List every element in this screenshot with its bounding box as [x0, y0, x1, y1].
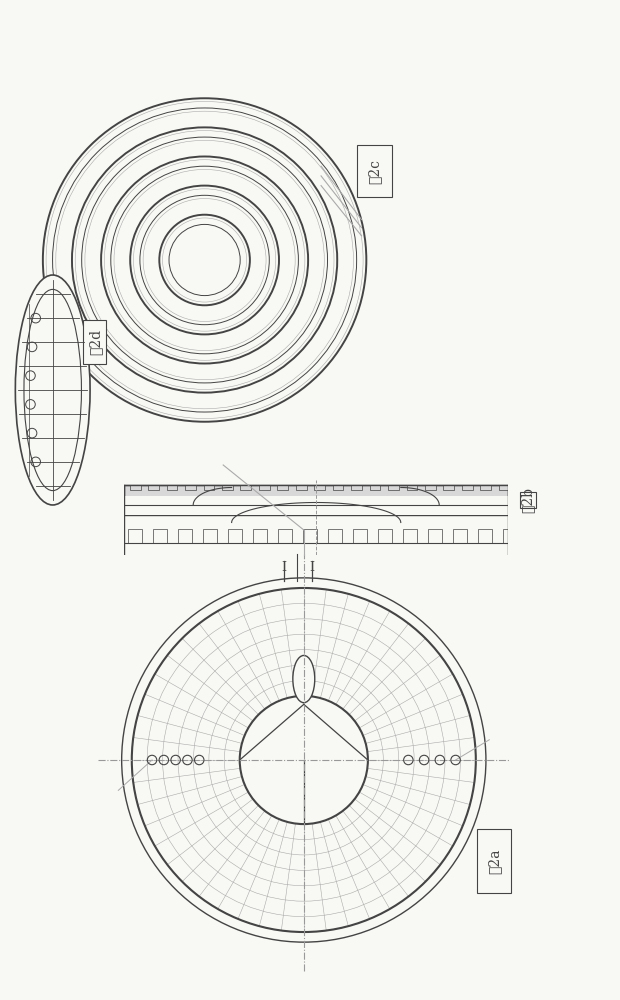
Text: I: I [310, 561, 315, 574]
Bar [278, 529, 293, 542]
Circle shape [240, 696, 368, 824]
Bar [353, 529, 367, 542]
Bar [259, 485, 270, 489]
Bar [222, 485, 232, 489]
Bar [370, 485, 381, 489]
Bar [228, 529, 242, 542]
Bar [253, 529, 267, 542]
Bar [462, 485, 472, 489]
Bar [185, 485, 196, 489]
Bar [203, 529, 218, 542]
Bar [388, 485, 399, 489]
Bar [303, 529, 317, 542]
Bar [480, 485, 491, 489]
Bar [148, 485, 159, 489]
Bar [443, 485, 454, 489]
Bar [428, 529, 442, 542]
FancyBboxPatch shape [83, 320, 107, 364]
Bar [425, 485, 436, 489]
Bar [477, 529, 492, 542]
FancyBboxPatch shape [477, 829, 512, 893]
Ellipse shape [16, 275, 90, 505]
Bar [277, 485, 288, 489]
Bar [124, 496, 508, 515]
Bar [203, 485, 215, 489]
Bar [333, 485, 343, 489]
Text: 图2a: 图2a [487, 848, 502, 874]
Bar [178, 529, 192, 542]
Text: 图2b: 图2b [521, 487, 534, 513]
Bar [128, 529, 143, 542]
FancyBboxPatch shape [356, 145, 392, 197]
Bar [378, 529, 392, 542]
Bar [403, 529, 417, 542]
Text: I: I [281, 561, 286, 574]
Bar [453, 529, 467, 542]
Bar [351, 485, 362, 489]
Bar [167, 485, 177, 489]
Bar [407, 485, 417, 489]
Bar [130, 485, 141, 489]
Bar [124, 485, 508, 515]
FancyBboxPatch shape [520, 492, 536, 508]
Text: 图2d: 图2d [89, 329, 103, 355]
Ellipse shape [293, 655, 315, 703]
Bar [296, 485, 307, 489]
Bar [328, 529, 342, 542]
Bar [314, 485, 325, 489]
Bar [153, 529, 167, 542]
Text: 图2c: 图2c [368, 159, 381, 184]
Bar [498, 485, 510, 489]
Bar [503, 529, 517, 542]
Bar [241, 485, 251, 489]
